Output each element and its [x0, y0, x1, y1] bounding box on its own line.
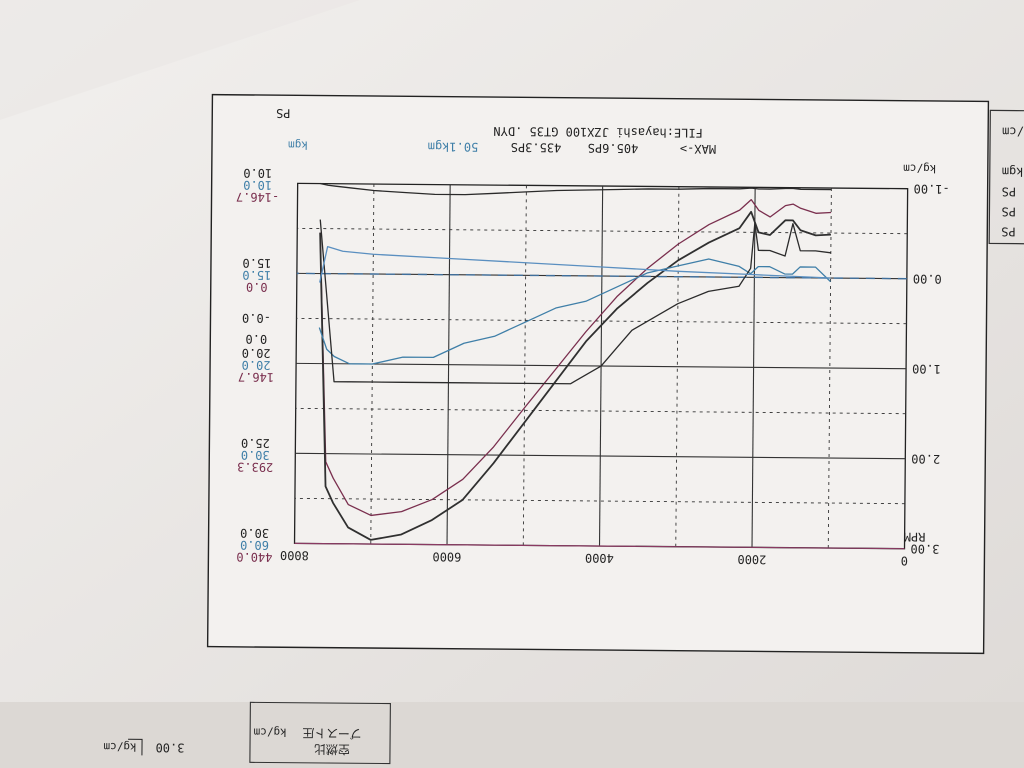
legend-unit: kgm	[1002, 165, 1024, 179]
legend-box: 計測馬力PS損失馬力PS修正馬力PS修正トルクkgm空燃比ブースト圧kg/cm	[988, 109, 1024, 246]
boost-tick-label: -1.00	[914, 182, 950, 196]
legend-unit: PS	[1001, 225, 1016, 239]
kgm-tick-label: 15.0	[242, 268, 271, 282]
boost-zero-line	[296, 272, 907, 280]
boost-tick-label: 2.00	[911, 452, 940, 466]
x-tick-label: 8000	[280, 548, 309, 562]
afr-tick-label: 10.0	[243, 166, 272, 180]
kgm-tick-label: 20.0	[242, 358, 271, 372]
x-tick-label: 4000	[585, 551, 614, 565]
fragment-value: 3.00	[155, 741, 184, 755]
series-line-4	[318, 258, 831, 365]
series-line-3	[319, 210, 831, 541]
file-label: FILE:hayashi JZX100 GT35 .DYN	[493, 124, 703, 140]
max-corr-power: 405.6PS	[588, 141, 639, 155]
legend-unit: PS	[1001, 205, 1016, 219]
afr-tick-label: 30.0	[240, 526, 269, 540]
paper-edge-fold	[0, 0, 360, 120]
bottom-strip-paper	[0, 702, 1024, 768]
legend-unit: kg/cm	[1002, 125, 1024, 139]
afr-tick-label: 25.0	[241, 436, 270, 450]
series-line-1	[319, 198, 832, 517]
afr-tick-label: 20.0	[242, 346, 271, 360]
fragment-sheet: 空燃比 ブースト圧 kg/cm 3.00 kg/cm	[103, 701, 391, 765]
extra-tick-label: -0.0	[242, 311, 271, 325]
fragment-legend-unit: kg/cm	[253, 725, 287, 738]
afr-tick-label: 15.0	[242, 256, 271, 270]
legend-unit: PS	[1002, 185, 1017, 199]
chart-sheet: 計測馬力PS損失馬力PS修正馬力PS修正トルクkgm空燃比ブースト圧kg/cm …	[206, 93, 1024, 655]
ps-tick-label: 146.7	[238, 370, 274, 384]
plot-area: 8000 6000 4000 2000 03.00 2.00 1.00 0.00 -1.00 44…	[236, 166, 950, 568]
grid-hline	[295, 452, 906, 460]
series-line-6	[319, 245, 831, 283]
kgm-tick-label: 60.0	[240, 538, 269, 552]
ps-tick-label: 0.0	[246, 280, 268, 294]
boost-tick-label: 0.00	[913, 272, 942, 286]
x-tick-label: 6000	[432, 550, 461, 564]
extra-tick-label: 0.0	[245, 332, 267, 346]
kgm-tick-label: 10.0	[243, 178, 272, 192]
max-total-power: 435.3PS	[511, 140, 562, 154]
ps-tick-label: -146.7	[236, 190, 279, 204]
boost-tick-label: 1.00	[912, 362, 941, 376]
series-line-2	[320, 182, 832, 196]
x-tick-label: 2000	[737, 552, 766, 566]
max-torque: 50.1kgm	[428, 140, 479, 154]
kgm-unit-label: kgm	[288, 138, 308, 151]
fragment-legend-item-1: 空燃比	[314, 742, 350, 757]
fragment-unit: kg/cm	[103, 740, 137, 753]
ps-unit-label: PS	[276, 106, 291, 120]
fragment-axis-corner	[128, 738, 143, 756]
ps-tick-label: 440.0	[236, 550, 272, 564]
kgm-tick-label: 30.0	[241, 448, 270, 462]
fragment-legend-box	[249, 701, 391, 765]
boost-tick-label: 3.00	[910, 542, 939, 556]
x-tick-label: 0	[901, 554, 908, 568]
series-line-5	[319, 219, 831, 385]
chart-frame	[206, 93, 990, 655]
boost-unit-label: kg/cm	[903, 162, 937, 175]
max-prefix: MAX->	[680, 142, 716, 156]
rpm-unit-label: RPM	[904, 530, 926, 544]
fragment-legend-item-2: ブースト圧	[302, 726, 362, 742]
top-marker-line	[294, 542, 905, 550]
ps-tick-label: 293.3	[237, 460, 273, 474]
